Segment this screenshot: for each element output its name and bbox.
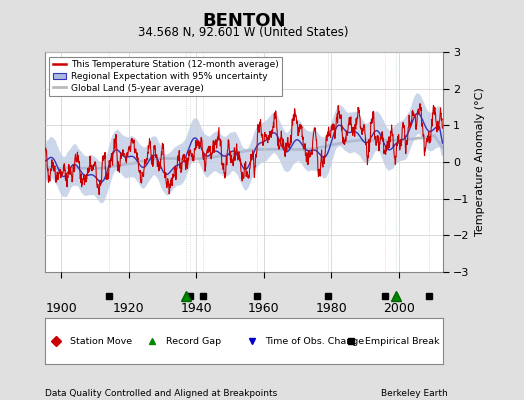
Text: 2000: 2000: [383, 302, 415, 315]
Y-axis label: Temperature Anomaly (°C): Temperature Anomaly (°C): [475, 88, 485, 236]
Text: 1960: 1960: [248, 302, 280, 315]
Text: 1980: 1980: [315, 302, 347, 315]
Text: 1900: 1900: [46, 302, 77, 315]
Text: Record Gap: Record Gap: [166, 336, 221, 346]
Text: 34.568 N, 92.601 W (United States): 34.568 N, 92.601 W (United States): [138, 26, 349, 39]
Text: 1940: 1940: [181, 302, 212, 315]
Text: Station Move: Station Move: [70, 336, 133, 346]
Text: 1920: 1920: [113, 302, 145, 315]
Legend: This Temperature Station (12-month average), Regional Expectation with 95% uncer: This Temperature Station (12-month avera…: [49, 56, 282, 96]
Text: Berkeley Earth: Berkeley Earth: [381, 389, 448, 398]
Text: Empirical Break: Empirical Break: [365, 336, 440, 346]
Text: Time of Obs. Change: Time of Obs. Change: [266, 336, 365, 346]
Text: Data Quality Controlled and Aligned at Breakpoints: Data Quality Controlled and Aligned at B…: [45, 389, 277, 398]
Text: BENTON: BENTON: [202, 12, 286, 30]
